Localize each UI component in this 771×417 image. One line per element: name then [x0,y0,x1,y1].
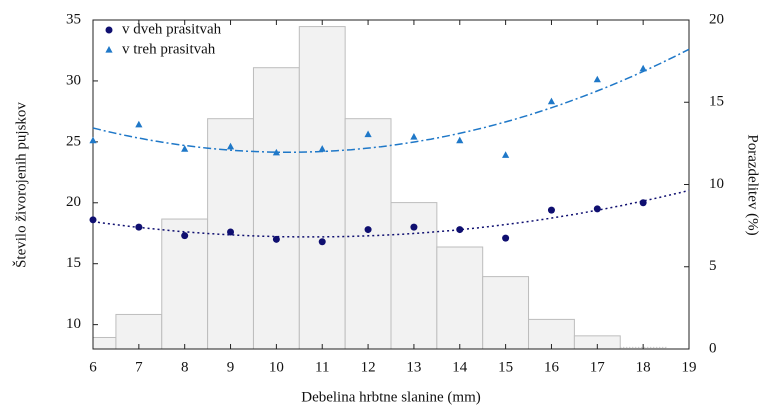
data-point [89,136,97,144]
data-point [272,148,280,156]
data-point [181,145,189,152]
data-point [547,206,555,214]
histogram-bar [252,67,300,349]
y2-tick-label: 5 [709,258,717,274]
data-point [364,226,372,234]
data-point [639,64,647,72]
data-point [547,97,556,105]
data-point [89,216,97,224]
x-tick-label: 11 [315,359,329,375]
x-tick-label: 16 [544,359,560,375]
y2-tick-label: 0 [709,340,717,356]
histogram-bar [298,26,346,349]
trend-line [92,48,690,153]
data-point [639,199,647,207]
y-tick-label: 35 [66,11,81,27]
data-point [502,151,510,158]
data-point [410,132,418,140]
data-point [135,223,143,231]
legend-marker [105,26,113,34]
x-tick-label: 14 [452,359,468,375]
data-point [456,226,464,234]
histogram-bar [482,276,530,349]
x-tick-label: 18 [636,359,651,375]
y2-axis-title: Porazdelitev (%) [745,134,761,235]
histogram-bar [344,118,392,349]
x-tick-label: 8 [181,359,189,375]
plot: 6 7 8 9 10 11 12 13 14 15 16 17 18 19 10 15 20 25 30 35 0 5 10… [66,11,724,375]
x-tick-label: 12 [361,359,376,375]
data-point [456,136,464,144]
y2-tick-label: 15 [709,94,724,110]
y-tick-label: 20 [66,194,81,210]
data-point [135,120,143,128]
data-point [364,130,372,138]
y2-tick-label: 20 [709,11,724,27]
x-axis-title: Debelina hrbtne slanine (mm) [301,389,481,405]
histogram-bar [436,246,484,349]
legend-label: v dveh prasitvah [122,21,222,37]
data-point [227,228,235,236]
data-point [318,238,326,246]
histogram-bar [161,218,209,349]
y-tick-label: 30 [66,72,81,88]
x-tick-label: 19 [682,359,697,375]
legend-marker [105,46,113,53]
x-tick-label: 13 [406,359,421,375]
x-tick-label: 7 [135,359,143,375]
legend-label: v treh prasitvah [122,41,216,57]
data-point [226,142,235,150]
y-axis-title: Število živorojenih pujskov [12,102,29,268]
data-point [502,234,510,242]
x-tick-label: 17 [590,359,606,375]
data-point [593,75,601,83]
data-point [181,232,189,240]
data-point [272,235,280,243]
x-tick-label: 9 [227,359,235,375]
histogram [93,26,667,349]
y-tick-label: 15 [66,255,81,271]
x-tick-label: 10 [269,359,284,375]
histogram-bar [115,313,163,349]
data-point [593,205,601,213]
x-tick-label: 15 [498,359,513,375]
y-tick-label: 25 [66,133,81,149]
data-point [318,145,326,152]
y-tick-label: 10 [66,316,81,332]
x-tick-label: 6 [89,359,97,375]
y2-tick-label: 10 [709,176,724,192]
data-point [410,223,418,231]
